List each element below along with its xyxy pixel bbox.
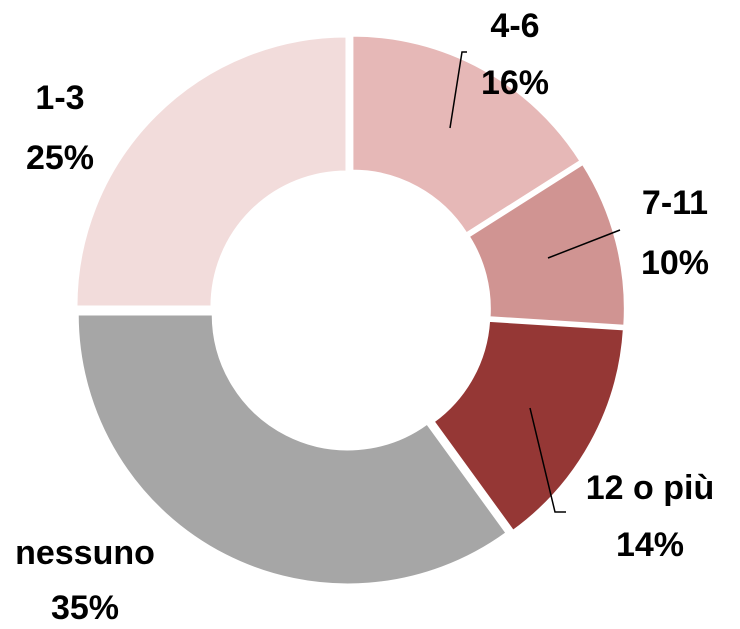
- leader-line: [449, 51, 467, 129]
- leader-line: [529, 407, 566, 513]
- donut-slice: [75, 35, 348, 308]
- slice-value-label: 35%: [51, 589, 119, 627]
- slice-value-label: 14%: [616, 526, 684, 564]
- slice-name: 1-3: [35, 79, 84, 117]
- slice-name: 12 o più: [586, 469, 714, 507]
- slice-name: nessuno: [15, 534, 155, 572]
- slice-name: 7-11: [642, 184, 708, 222]
- slice-value-label: 16%: [481, 64, 549, 102]
- donut-slice: [351, 34, 582, 235]
- slice-name: 4-6: [490, 7, 539, 45]
- donut-slice: [467, 162, 626, 327]
- leader-line: [547, 229, 621, 259]
- slice-value-label: 10%: [641, 244, 709, 282]
- donut-slice: [432, 319, 625, 533]
- donut-slice: [76, 313, 508, 586]
- slice-value-label: 25%: [26, 139, 94, 177]
